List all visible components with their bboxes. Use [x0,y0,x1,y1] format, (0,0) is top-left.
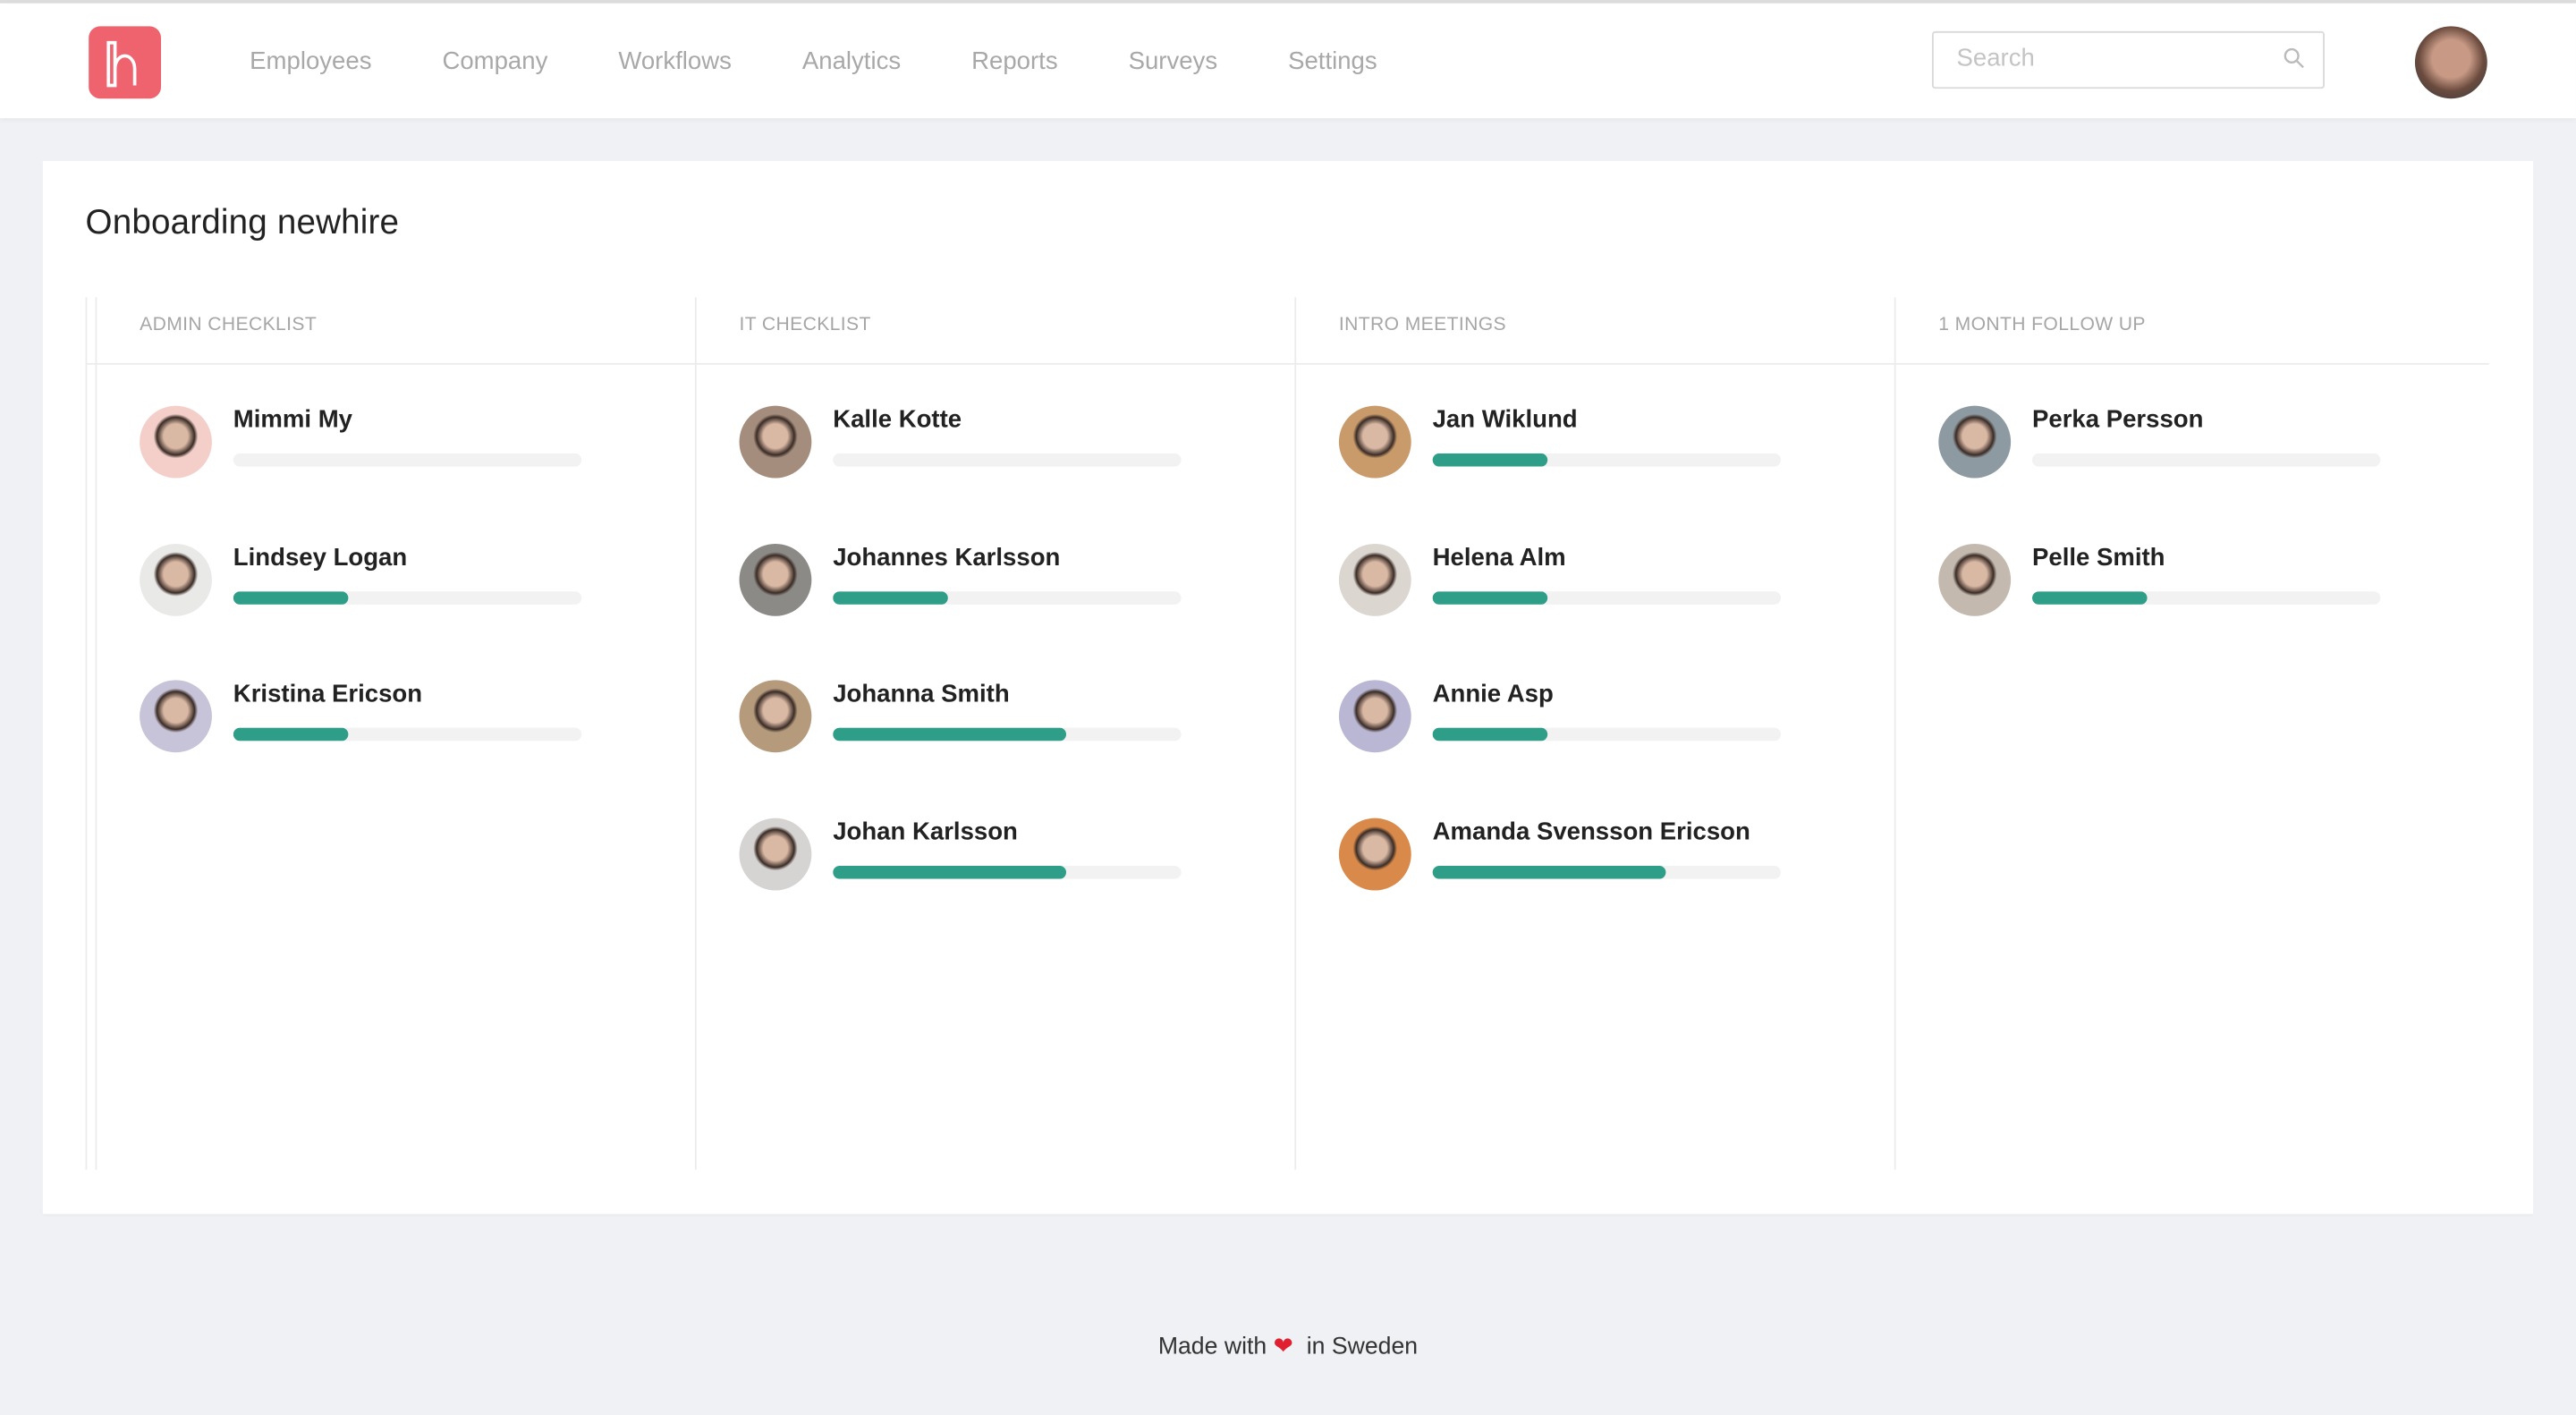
person-card[interactable]: Kalle Kotte [739,405,1282,488]
search-input[interactable] [1953,42,2273,74]
person-card[interactable]: Perka Persson [1938,405,2480,488]
nav-workflows[interactable]: Workflows [618,47,732,75]
person-name: Kalle Kotte [833,405,962,434]
avatar [739,543,812,616]
avatar [140,681,212,753]
footer-text-after: in Sweden [1306,1334,1419,1360]
progress-bar [2031,590,2381,605]
column: 1 MONTH FOLLOW UP Perka Persson Pelle Smit… [1894,297,2496,1170]
person-name: Johannes Karlsson [833,543,1061,572]
progress-fill [833,728,1067,742]
progress-bar [1432,866,1781,879]
person-card[interactable]: Johanna Smith [739,681,1282,763]
person-name: Kristina Ericson [233,681,423,709]
progress-fill [1432,453,1548,467]
progress-fill [233,728,349,742]
person-name: Helena Alm [1432,543,1566,572]
column-title: IT CHECKLIST [739,315,871,335]
footer: Made with ❤ in Sweden [0,1334,2576,1360]
nav-employees[interactable]: Employees [250,47,372,75]
progress-fill [1432,866,1666,879]
column: IT CHECKLIST Kalle Kotte Johannes Karlsson… [694,297,1296,1170]
person-card[interactable]: Johannes Karlsson [739,543,1282,625]
onboarding-card: Onboarding newhire ADMIN CHECKLIST Mimmi … [42,160,2534,1215]
person-card[interactable]: Lindsey Logan [140,543,682,625]
page-title: Onboarding newhire [85,203,400,241]
progress-bar [833,728,1182,742]
person-card[interactable]: Helena Alm [1338,543,1881,625]
person-name: Perka Persson [2031,405,2204,434]
progress-bar [1432,728,1781,742]
person-card[interactable]: Jan Wiklund [1338,405,1881,488]
progress-bar [833,866,1182,879]
nav-company[interactable]: Company [442,47,548,75]
footer-text-before: Made with [1157,1334,1267,1360]
avatar [1338,681,1411,753]
column-title: 1 MONTH FOLLOW UP [1938,315,2146,335]
search-icon[interactable] [2284,47,2305,69]
avatar [140,405,212,479]
progress-bar [233,453,582,467]
person-card[interactable]: Kristina Ericson [140,681,682,763]
header-divider [87,362,2489,365]
avatar [1338,543,1411,616]
avatar [739,818,812,891]
progress-bar [233,728,582,742]
nav-reports[interactable]: Reports [971,47,1058,75]
progress-bar [833,590,1182,605]
search-box [1931,30,2325,89]
nav-settings[interactable]: Settings [1288,47,1377,75]
heart-icon: ❤ [1273,1334,1293,1360]
person-name: Pelle Smith [2031,543,2165,572]
progress-fill [833,866,1067,879]
person-card[interactable]: Mimmi My [140,405,682,488]
user-avatar[interactable] [2414,26,2487,99]
column: INTRO MEETINGS Jan Wiklund Helena Alm Annie… [1294,297,1895,1170]
avatar [1338,818,1411,891]
avatar [1338,405,1411,479]
progress-bar [2031,453,2381,467]
avatar [1938,543,2012,616]
progress-bar [233,590,582,605]
person-name: Johan Karlsson [833,818,1018,847]
column: ADMIN CHECKLIST Mimmi My Lindsey Logan Kris… [95,297,697,1170]
progress-fill [833,590,948,605]
person-name: Annie Asp [1432,681,1554,709]
person-card[interactable]: Amanda Svensson Ericson [1338,818,1881,901]
progress-bar [1432,453,1781,467]
person-card[interactable]: Johan Karlsson [739,818,1282,901]
kanban-board: ADMIN CHECKLIST Mimmi My Lindsey Logan Kris… [85,297,2489,1170]
person-card[interactable]: Annie Asp [1338,681,1881,763]
top-navbar: Employees Company Workflows Analytics Re… [0,3,2576,119]
avatar [140,543,212,616]
avatar [739,681,812,753]
progress-fill [1432,728,1548,742]
progress-bar [1432,590,1781,605]
person-name: Mimmi My [233,405,353,434]
person-name: Johanna Smith [833,681,1010,709]
column-title: INTRO MEETINGS [1338,315,1506,335]
person-name: Amanda Svensson Ericson [1432,818,1750,847]
person-name: Jan Wiklund [1432,405,1578,434]
nav-analytics[interactable]: Analytics [801,47,902,75]
avatar [1938,405,2012,479]
column-title: ADMIN CHECKLIST [140,315,318,335]
logo-icon[interactable] [89,26,161,99]
main-nav: Employees Company Workflows Analytics Re… [250,4,1447,119]
person-card[interactable]: Pelle Smith [1938,543,2480,625]
progress-fill [2031,590,2148,605]
progress-fill [1432,590,1548,605]
person-name: Lindsey Logan [233,543,408,572]
window-top-border [0,0,2576,4]
avatar [739,405,812,479]
progress-fill [233,590,349,605]
progress-bar [833,453,1182,467]
nav-surveys[interactable]: Surveys [1128,47,1218,75]
